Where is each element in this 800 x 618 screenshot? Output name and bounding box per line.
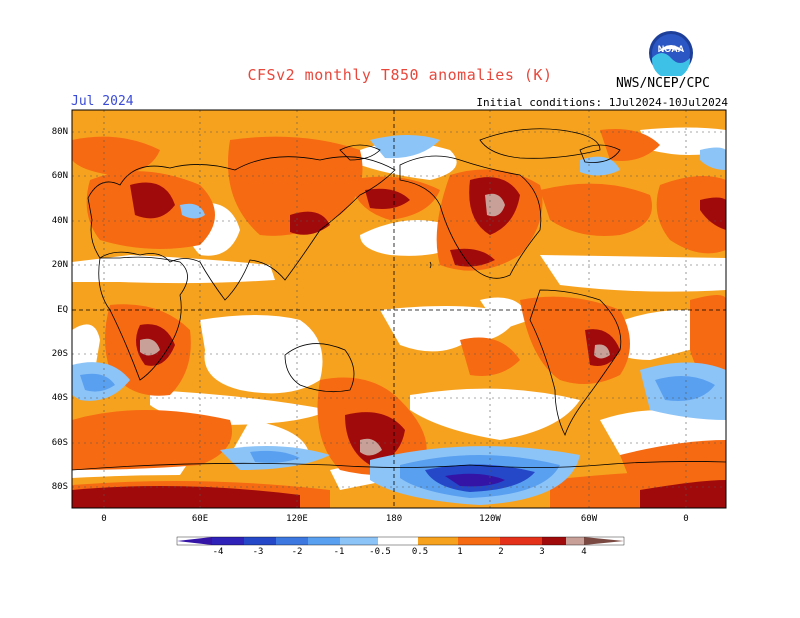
colorbar-right-arrow [584,537,624,545]
page-title: CFSv2 monthly T850 anomalies (K) [247,66,553,84]
equator-dateline [72,110,726,508]
colorbar [176,536,625,546]
lat-label: 60N [51,171,68,181]
colorbar-left-arrow [177,537,212,545]
lon-label: 120W [479,514,501,524]
colorbar-label: -4 [212,547,224,557]
colorbar-label: 2 [498,547,504,557]
lat-label: 40S [51,393,68,403]
map-frame [71,109,727,509]
noaa-logo: NOAA [649,31,693,76]
colorbar-label: -2 [291,547,303,557]
lon-label: 0 [101,514,107,524]
initial-conditions: Initial conditions: 1Jul2024-10Jul2024 [476,96,728,109]
lat-label: 40N [51,216,68,226]
colorbar-label: 0.5 [411,547,429,557]
lat-label: EQ [57,305,68,315]
lat-label: 20N [51,260,68,270]
colorbar-label: 1 [457,547,463,557]
coastlines [72,128,726,471]
colorbar-label: 4 [581,547,587,557]
gridlines [72,110,726,508]
lat-label: 80N [51,127,68,137]
colorbar-label: 3 [539,547,545,557]
agency-label: NWS/NCEP/CPC [616,76,710,91]
lon-label: 60W [580,514,598,524]
lat-label: 20S [51,349,68,359]
forecast-month: Jul 2024 [71,94,134,109]
lon-label: 60E [191,514,209,524]
lat-label: 60S [51,438,68,448]
svg-text:NOAA: NOAA [658,44,685,54]
colorbar-label: -3 [252,547,264,557]
colorbar-label: -1 [333,547,345,557]
lon-label: 180 [385,514,403,524]
lon-label: 120E [286,514,308,524]
colorbar-label: -0.5 [369,547,391,557]
anomaly-3-4k-regions [140,193,610,456]
lat-label: 80S [51,482,68,492]
lon-label: 0 [683,514,689,524]
